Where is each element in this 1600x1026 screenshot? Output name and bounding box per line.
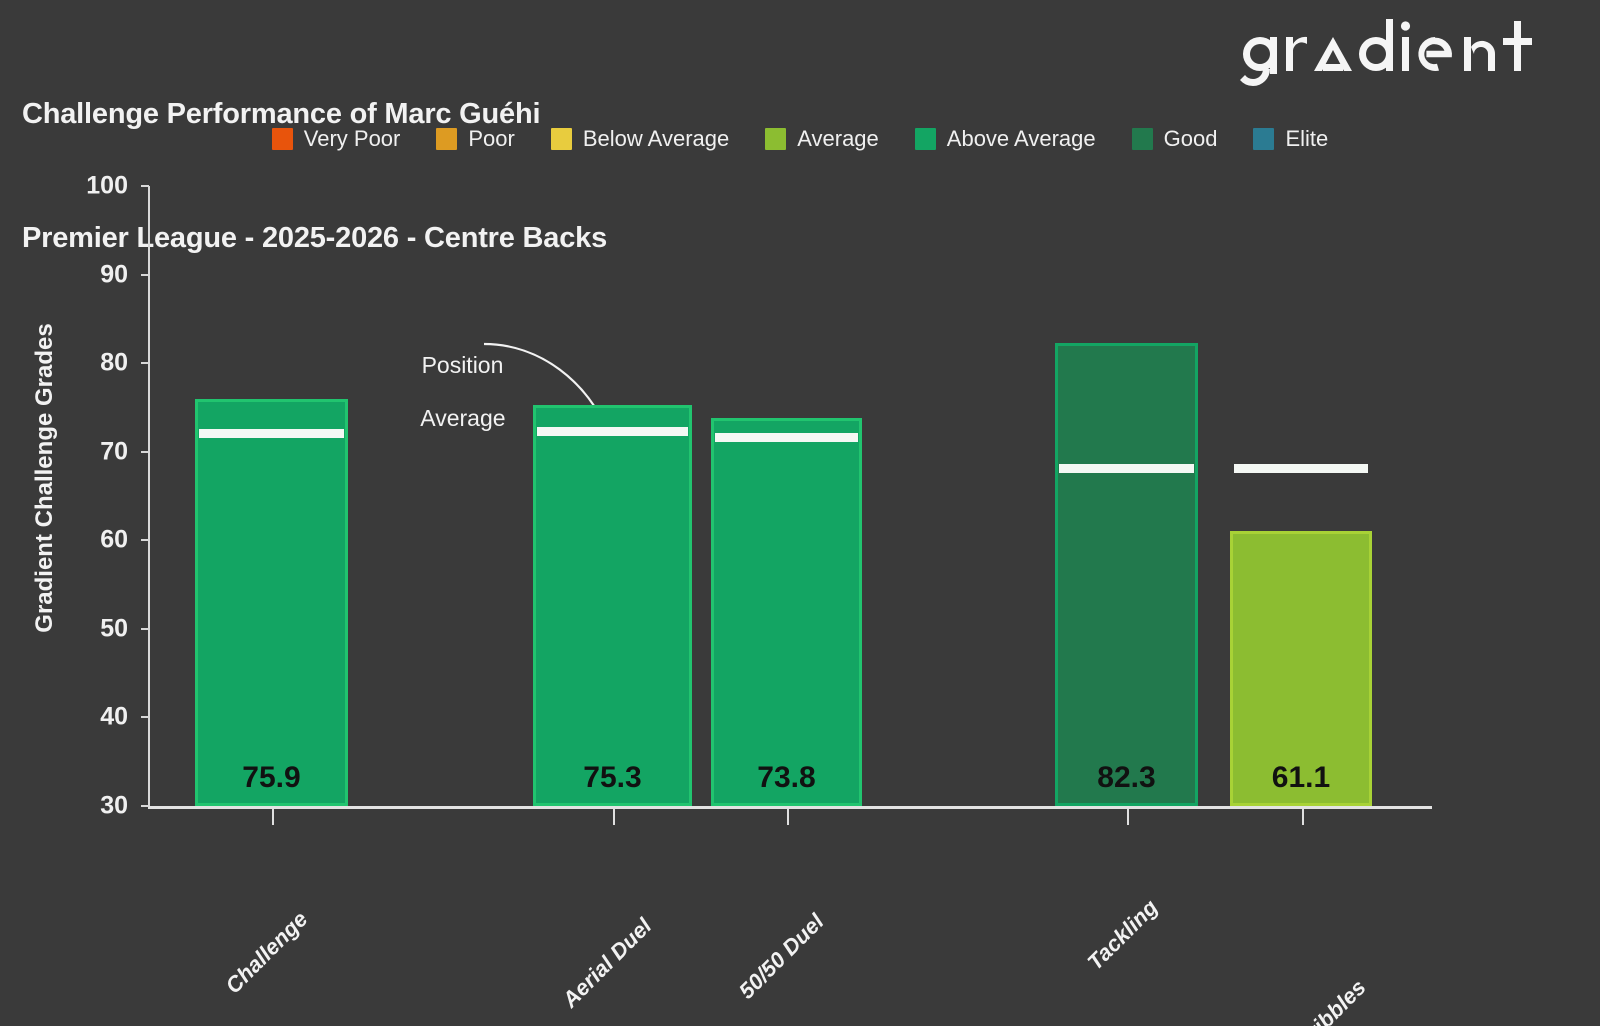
bar-value-label: 75.9 bbox=[242, 760, 301, 794]
x-tick-mark bbox=[272, 809, 274, 825]
bar-value-label: 73.8 bbox=[757, 760, 816, 794]
bar-challenge[interactable]: 75.9 bbox=[195, 399, 348, 806]
x-tick-label-tackling: Tackling bbox=[1082, 894, 1163, 975]
y-tick-label: 30 bbox=[100, 791, 128, 820]
y-tick-mark bbox=[141, 716, 149, 719]
x-axis-line bbox=[148, 806, 1432, 809]
legend-item-label: Average bbox=[797, 126, 879, 151]
legend-swatch-icon bbox=[1131, 128, 1153, 150]
y-tick-label: 90 bbox=[100, 260, 128, 289]
y-tick-mark bbox=[141, 627, 149, 630]
title-line-1: Challenge Performance of Marc Guéhi bbox=[22, 98, 541, 131]
y-tick-mark bbox=[141, 273, 149, 276]
bar-defending-dribbles[interactable]: 61.1 bbox=[1230, 530, 1372, 806]
position-average-line bbox=[199, 429, 344, 439]
legend-item-below-average[interactable]: Below Average bbox=[550, 126, 730, 152]
legend-item-average[interactable]: Average bbox=[765, 126, 879, 152]
y-tick-label: 70 bbox=[100, 437, 128, 466]
bar-value-label: 61.1 bbox=[1271, 760, 1331, 794]
y-tick-label: 100 bbox=[86, 171, 128, 200]
legend-item-very-poor[interactable]: Very Poor bbox=[271, 126, 401, 152]
position-average-line bbox=[1059, 463, 1194, 473]
x-tick-label-50-50-duel: 50/50 Duel bbox=[733, 908, 829, 1004]
legend-swatch-icon bbox=[436, 128, 458, 150]
legend-swatch-icon bbox=[765, 128, 787, 150]
x-tick-mark bbox=[613, 809, 615, 825]
page-title: Challenge Performance of Marc Guéhi Prem… bbox=[22, 12, 607, 341]
legend-item-elite[interactable]: Elite bbox=[1253, 126, 1328, 152]
legend-item-above-average[interactable]: Above Average bbox=[914, 126, 1096, 152]
legend-item-good[interactable]: Good bbox=[1131, 126, 1218, 152]
bar-50-50-duel[interactable]: 73.8 bbox=[711, 418, 862, 806]
legend-swatch-icon bbox=[550, 128, 572, 150]
bar-value-label: 82.3 bbox=[1097, 760, 1156, 794]
legend-item-label: Below Average bbox=[582, 126, 730, 151]
legend-item-label: Good bbox=[1163, 126, 1218, 151]
title-line-2: Premier League - 2025-2026 - Centre Back… bbox=[22, 221, 607, 254]
gradient-logo bbox=[1226, 18, 1576, 88]
annotation-line-1: Position bbox=[421, 352, 504, 379]
y-axis-line bbox=[148, 186, 150, 806]
bar-tackling[interactable]: 82.3 bbox=[1055, 342, 1198, 806]
bar-value-label: 75.3 bbox=[583, 760, 642, 794]
annotation-line-2: Average bbox=[420, 405, 506, 432]
y-tick-mark bbox=[141, 539, 149, 542]
y-tick-mark bbox=[141, 362, 149, 365]
bar-aerial-duel[interactable]: 75.3 bbox=[533, 404, 692, 806]
legend-swatch-icon bbox=[271, 128, 293, 150]
position-average-line bbox=[715, 432, 858, 442]
position-average-line bbox=[537, 427, 688, 437]
y-tick-label: 40 bbox=[100, 702, 128, 731]
position-average-annotation: Position Average bbox=[396, 326, 506, 458]
y-tick-mark bbox=[141, 805, 149, 807]
legend-item-poor[interactable]: Poor bbox=[436, 126, 515, 152]
legend-item-label: Very Poor bbox=[303, 126, 401, 151]
x-tick-label-aerial-duel: Aerial Duel bbox=[557, 913, 657, 1013]
legend-swatch-icon bbox=[914, 128, 936, 150]
chart-legend: Very Poor Poor Below Average Average Above A… bbox=[0, 126, 1600, 152]
x-tick-mark bbox=[1302, 809, 1304, 825]
legend-item-label: Poor bbox=[468, 126, 515, 151]
y-tick-label: 50 bbox=[100, 614, 128, 643]
position-average-line bbox=[1234, 463, 1368, 473]
x-tick-mark bbox=[787, 809, 789, 825]
x-tick-label-challenge: Challenge bbox=[220, 906, 313, 999]
y-tick-label: 60 bbox=[100, 525, 128, 554]
y-tick-mark bbox=[141, 450, 149, 453]
y-tick-mark bbox=[141, 185, 149, 187]
legend-item-label: Elite bbox=[1285, 126, 1329, 151]
y-tick-label: 80 bbox=[100, 348, 128, 377]
legend-item-label: Above Average bbox=[946, 126, 1096, 151]
x-tick-mark bbox=[1127, 809, 1129, 825]
x-tick-label-defending-dribbles: Defending Dribbles bbox=[1210, 975, 1371, 1026]
legend-swatch-icon bbox=[1253, 128, 1275, 150]
